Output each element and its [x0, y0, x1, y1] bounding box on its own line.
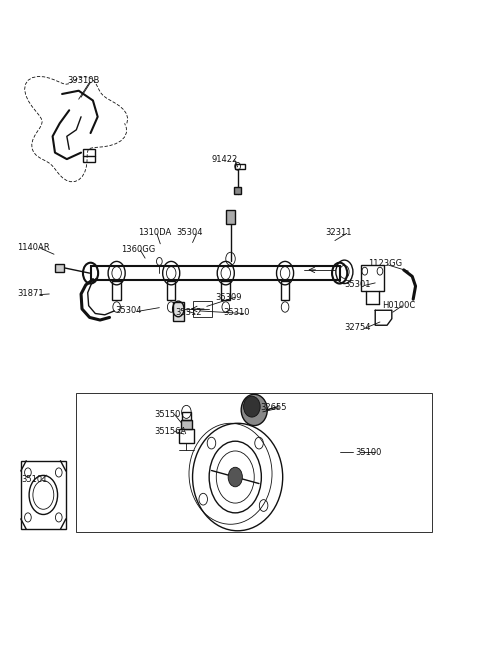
Text: 1123GG: 1123GG	[368, 259, 402, 268]
Bar	[181, 420, 192, 430]
Circle shape	[228, 467, 242, 487]
Bar	[226, 210, 235, 224]
Text: 35304: 35304	[116, 306, 142, 315]
Ellipse shape	[241, 394, 267, 426]
Text: 35156A: 35156A	[155, 427, 187, 436]
Bar	[112, 281, 121, 300]
Bar	[361, 265, 384, 290]
Text: 91422: 91422	[212, 154, 238, 164]
Text: 35312: 35312	[175, 308, 202, 317]
Text: 39310B: 39310B	[67, 76, 99, 85]
Text: 35101: 35101	[22, 475, 48, 484]
Text: 1140AR: 1140AR	[17, 242, 49, 252]
Text: 35150: 35150	[155, 410, 181, 419]
Bar	[173, 302, 184, 321]
Bar	[192, 301, 212, 317]
Text: 1360GG: 1360GG	[121, 244, 156, 254]
Text: 35301: 35301	[344, 280, 371, 288]
Bar	[91, 266, 340, 281]
Bar	[221, 281, 230, 300]
Text: 35310: 35310	[223, 308, 250, 317]
Text: 32754: 32754	[344, 323, 371, 332]
Bar	[76, 393, 432, 532]
Bar	[182, 412, 191, 420]
Text: 35100: 35100	[355, 448, 381, 457]
Bar	[21, 461, 66, 529]
Text: 1310DA: 1310DA	[138, 227, 171, 237]
Text: 35309: 35309	[215, 293, 241, 302]
Bar	[167, 281, 176, 300]
Text: 32655: 32655	[260, 403, 287, 413]
Bar	[55, 264, 64, 272]
Text: 31871: 31871	[17, 290, 44, 298]
Ellipse shape	[243, 396, 260, 417]
Text: 32311: 32311	[325, 227, 352, 237]
Bar	[235, 164, 245, 169]
Bar	[84, 149, 96, 162]
Bar	[281, 281, 289, 300]
Text: 35304: 35304	[176, 227, 203, 237]
Bar	[179, 430, 193, 443]
Text: H0100C: H0100C	[383, 301, 416, 310]
Bar	[234, 187, 241, 194]
